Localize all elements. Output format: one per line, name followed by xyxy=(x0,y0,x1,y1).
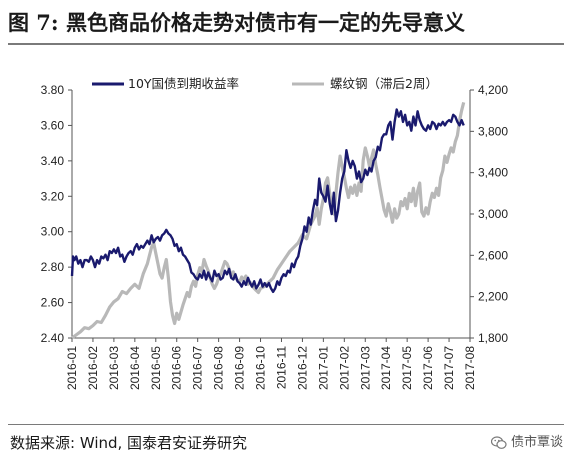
y-left-tick-label: 2.40 xyxy=(41,331,65,345)
y-right-tick-label: 4,200 xyxy=(478,83,508,97)
source-rule xyxy=(8,424,564,425)
title-rule xyxy=(8,43,564,45)
y-left-tick-label: 3.60 xyxy=(41,118,65,132)
figure-title: 图 7: 黑色商品价格走势对债市有一定的先导意义 xyxy=(8,10,465,35)
x-tick-label: 2016-12 xyxy=(295,346,309,390)
x-tick-label: 2017-03 xyxy=(358,346,372,390)
x-tick-label: 2017-05 xyxy=(400,346,414,390)
wechat-icon xyxy=(490,436,507,449)
x-tick-label: 2016-04 xyxy=(128,346,142,390)
x-tick-label: 2017-06 xyxy=(421,346,435,390)
y-right-tick-label: 3,000 xyxy=(478,207,508,221)
y-right-tick-label: 3,400 xyxy=(478,166,508,180)
y-left-tick-label: 3.20 xyxy=(41,189,65,203)
x-tick-label: 2017-08 xyxy=(463,346,477,390)
legend-label-10y-yield: 10Y国债到期收益率 xyxy=(128,76,239,91)
x-tick-label: 2016-08 xyxy=(212,346,226,390)
y-left-tick-label: 2.60 xyxy=(41,296,65,310)
x-tick-label: 2016-09 xyxy=(233,346,247,390)
y-left-tick-label: 3.80 xyxy=(41,83,65,97)
y-right-tick-label: 1,800 xyxy=(478,331,508,345)
x-tick-label: 2016-10 xyxy=(254,346,268,390)
y-right-tick-label: 2,200 xyxy=(478,290,508,304)
series-line-10y-yield xyxy=(70,108,465,294)
source-note: 数据来源: Wind, 国泰君安证券研究 xyxy=(10,434,248,452)
x-tick-label: 2016-01 xyxy=(65,346,79,390)
y-left-tick-label: 3.00 xyxy=(41,225,65,239)
x-tick-label: 2016-05 xyxy=(149,346,163,390)
x-tick-label: 2017-02 xyxy=(337,346,351,390)
x-tick-label: 2017-01 xyxy=(316,346,330,390)
x-tick-label: 2016-07 xyxy=(191,346,205,390)
y-left-tick-label: 2.80 xyxy=(41,260,65,274)
series-line-rebar xyxy=(71,102,466,340)
chart-canvas: 2.40 2.60 2.80 3.00 3.20 3.40 3.60 3.80 1,800 2,2… xyxy=(41,76,509,390)
y-right-tick-label: 2,600 xyxy=(478,248,508,262)
watermark: 债市覃谈 xyxy=(490,432,563,454)
x-tick-label: 2017-07 xyxy=(442,346,456,390)
x-tick-label: 2016-02 xyxy=(86,346,100,390)
x-tick-label: 2016-06 xyxy=(170,346,184,390)
legend-label-rebar: 螺纹钢（滞后2周） xyxy=(330,76,438,91)
y-left-tick-label: 3.40 xyxy=(41,154,65,168)
y-right-tick-label: 3,800 xyxy=(478,124,508,138)
watermark-text: 债市覃谈 xyxy=(510,435,563,450)
x-tick-label: 2017-04 xyxy=(379,346,393,390)
x-tick-label: 2016-11 xyxy=(274,346,288,389)
x-tick-label: 2016-03 xyxy=(107,346,121,390)
